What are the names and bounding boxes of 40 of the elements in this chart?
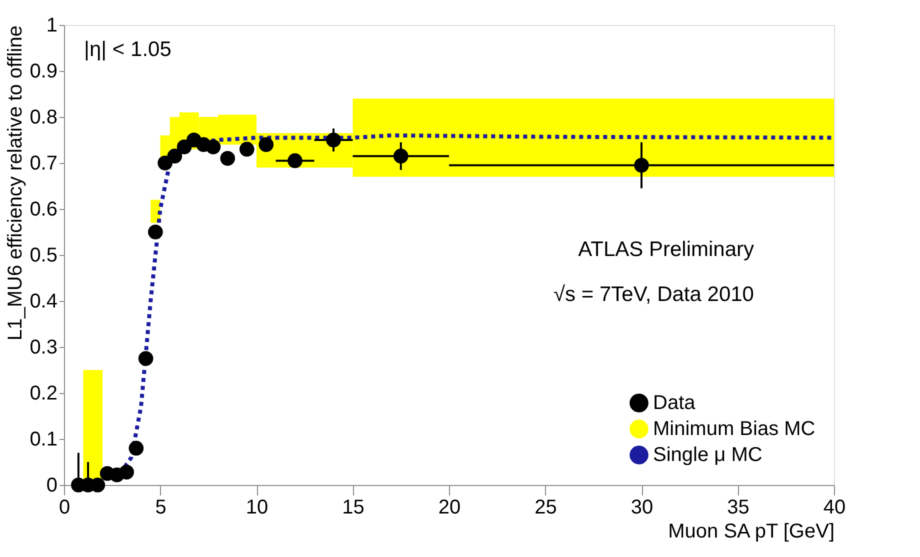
point (138, 351, 154, 366)
point (119, 464, 134, 480)
y-tick-label: 0.5 (30, 244, 58, 266)
legend-label: Data (653, 392, 696, 414)
y-tick-label: 1 (46, 14, 58, 36)
point (258, 137, 274, 152)
y-tick-label: 0.9 (30, 60, 58, 82)
y-tick-label: 0.7 (30, 152, 58, 174)
x-tick-label: 15 (342, 496, 364, 518)
annotation: √s = 7TeV, Data 2010 (554, 283, 754, 306)
y-tick-label: 0.4 (30, 290, 58, 312)
point (288, 153, 302, 168)
point (148, 224, 163, 240)
y-tick-label: 0.1 (30, 428, 58, 450)
point (220, 151, 236, 166)
y-axis-title: L1_MU6 efficiency relative to offline (4, 26, 27, 340)
x-tick-label: 10 (246, 496, 268, 518)
y-tick-label: 0.3 (30, 336, 58, 358)
annotation: |η| < 1.05 (84, 38, 172, 61)
y-tick-label: 0.2 (30, 382, 58, 404)
y-tick-label: 0 (46, 474, 58, 496)
legend-label: Single μ MC (653, 444, 762, 466)
annotation: ATLAS Preliminary (578, 238, 754, 261)
x-tick-label: 5 (155, 496, 166, 518)
x-tick-label: 40 (823, 496, 846, 518)
point (326, 132, 341, 148)
x-tick-label: 35 (727, 496, 750, 518)
x-tick-label: 30 (630, 496, 654, 518)
point (393, 148, 408, 164)
point (206, 140, 221, 154)
point (167, 148, 182, 164)
x-tick-label: 20 (438, 496, 461, 518)
x-axis-title: Muon SA pT [GeV] (668, 520, 834, 542)
y-tick-label: 0.8 (30, 106, 58, 128)
point (128, 440, 144, 456)
legend-label: Minimum Bias MC (653, 418, 816, 440)
x-tick-label: 25 (534, 496, 557, 518)
point (634, 158, 649, 173)
point (239, 142, 254, 157)
y-tick-label: 0.6 (30, 198, 58, 220)
